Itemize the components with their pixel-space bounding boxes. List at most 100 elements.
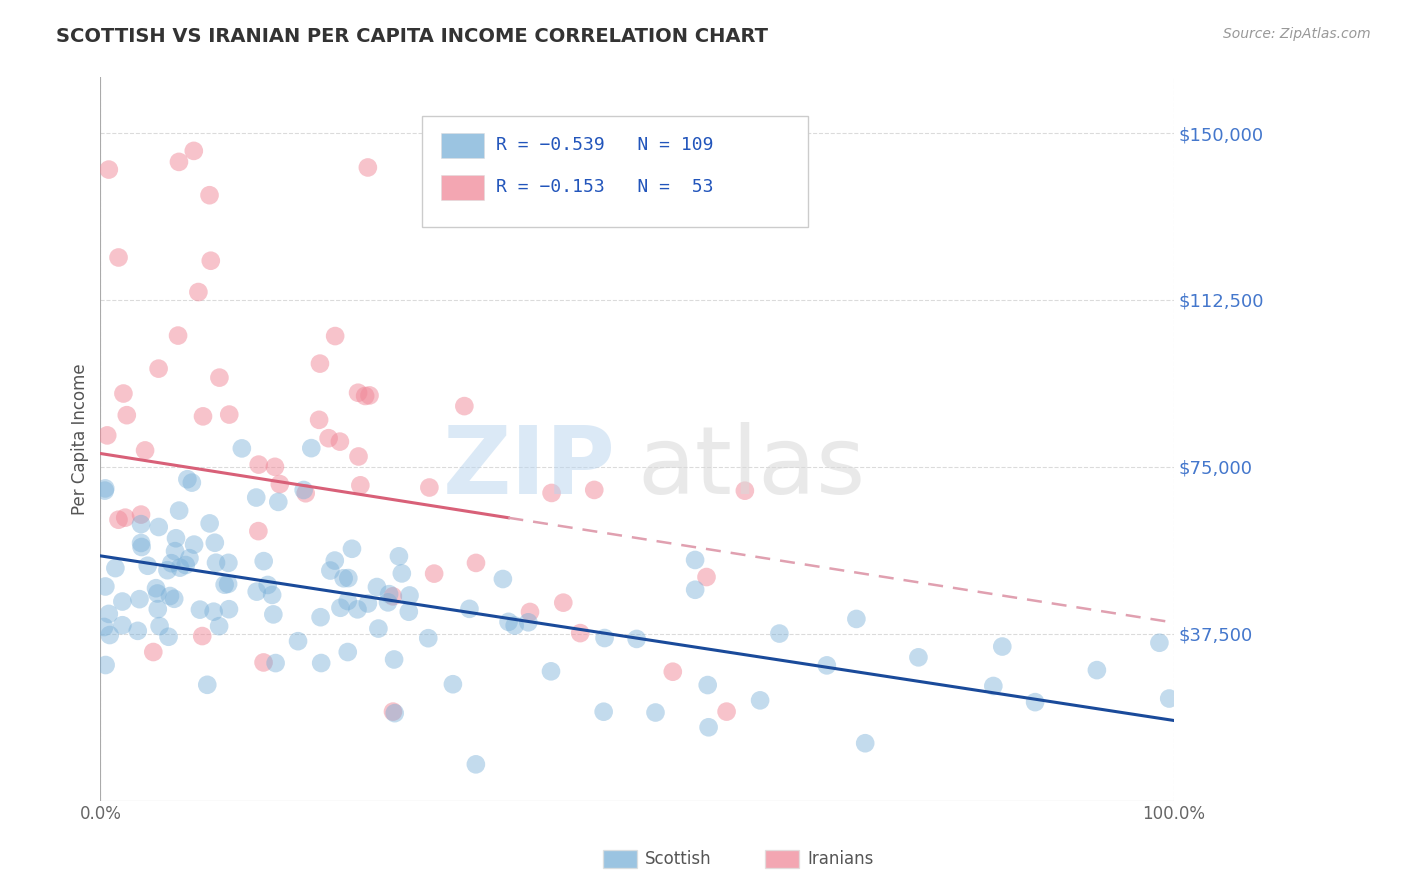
Point xyxy=(115,408,138,422)
Point xyxy=(418,481,440,495)
Point xyxy=(134,443,156,458)
Point xyxy=(146,586,169,600)
Point xyxy=(269,477,291,491)
Point xyxy=(252,656,274,670)
Point xyxy=(398,589,420,603)
Point xyxy=(148,361,170,376)
Point xyxy=(332,571,354,585)
Text: atlas: atlas xyxy=(637,422,866,514)
Point xyxy=(357,597,380,611)
Text: Source: ZipAtlas.com: Source: ZipAtlas.com xyxy=(1223,27,1371,41)
Text: ZIP: ZIP xyxy=(443,422,616,514)
Point xyxy=(695,570,717,584)
Point xyxy=(453,399,475,413)
Point xyxy=(94,483,117,498)
Point xyxy=(157,630,180,644)
Point xyxy=(183,538,205,552)
Point xyxy=(156,563,179,577)
Point xyxy=(188,602,211,616)
Point xyxy=(308,413,330,427)
Point xyxy=(218,408,240,422)
Point xyxy=(734,483,756,498)
Point xyxy=(378,587,401,601)
Y-axis label: Per Capita Income: Per Capita Income xyxy=(72,363,89,515)
Point xyxy=(218,602,240,616)
Point xyxy=(247,458,270,472)
Point xyxy=(165,531,187,545)
Point xyxy=(319,564,342,578)
Point xyxy=(247,524,270,538)
Point xyxy=(354,389,377,403)
Point xyxy=(264,656,287,670)
Point xyxy=(991,640,1014,654)
Point xyxy=(309,656,332,670)
Point xyxy=(208,370,231,384)
Point xyxy=(465,556,488,570)
Point xyxy=(111,594,134,608)
Point xyxy=(1149,636,1171,650)
Point xyxy=(553,596,575,610)
Point xyxy=(160,556,183,570)
Point xyxy=(388,549,411,564)
Point xyxy=(287,634,309,648)
Point xyxy=(97,162,120,177)
Point xyxy=(347,385,370,400)
Point xyxy=(391,566,413,581)
Point xyxy=(593,631,616,645)
Point xyxy=(107,513,129,527)
Point xyxy=(318,431,340,445)
Point xyxy=(198,516,221,531)
Point xyxy=(382,705,405,719)
Point xyxy=(1159,691,1181,706)
Point xyxy=(112,386,135,401)
Point xyxy=(129,508,152,522)
Point xyxy=(592,705,614,719)
Point xyxy=(346,602,368,616)
Point xyxy=(1024,695,1046,709)
Point xyxy=(981,679,1004,693)
Point xyxy=(231,442,253,456)
Point xyxy=(749,693,772,707)
Point xyxy=(96,428,118,442)
Point xyxy=(198,188,221,202)
Point xyxy=(768,626,790,640)
Point xyxy=(367,622,389,636)
Text: SCOTTISH VS IRANIAN PER CAPITA INCOME CORRELATION CHART: SCOTTISH VS IRANIAN PER CAPITA INCOME CO… xyxy=(56,27,768,45)
Text: R = −0.153   N =  53: R = −0.153 N = 53 xyxy=(496,178,714,196)
Point xyxy=(309,610,332,624)
Point xyxy=(381,590,404,604)
Point xyxy=(359,388,381,402)
Point xyxy=(114,510,136,524)
Point xyxy=(127,624,149,638)
Point xyxy=(540,486,562,500)
Point xyxy=(441,677,464,691)
Point xyxy=(97,607,120,621)
Point xyxy=(128,592,150,607)
Point xyxy=(93,620,115,634)
Point xyxy=(583,483,606,497)
Point xyxy=(329,600,352,615)
Point xyxy=(423,566,446,581)
Point xyxy=(683,582,706,597)
Point xyxy=(217,577,239,591)
Point xyxy=(464,757,486,772)
Point xyxy=(142,645,165,659)
Point xyxy=(145,581,167,595)
Point xyxy=(94,482,117,496)
Point xyxy=(245,491,267,505)
Point xyxy=(256,578,278,592)
Point xyxy=(163,544,186,558)
Point xyxy=(187,285,209,299)
Point xyxy=(384,706,406,721)
Point xyxy=(253,554,276,568)
Point xyxy=(349,478,371,492)
Point xyxy=(146,602,169,616)
Point xyxy=(94,658,117,673)
Point xyxy=(202,605,225,619)
Point xyxy=(337,571,360,585)
Point xyxy=(167,154,190,169)
Point xyxy=(136,558,159,573)
Point xyxy=(498,615,520,629)
Point xyxy=(262,607,284,622)
Point xyxy=(195,678,218,692)
